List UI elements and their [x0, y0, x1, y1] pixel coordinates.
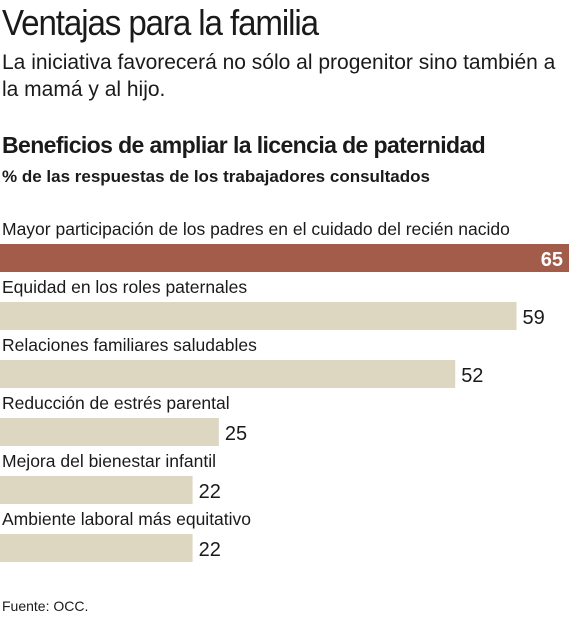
page-title: Ventajas para la familia — [2, 2, 319, 43]
bar-chart: Mayor participación de los padres en el … — [0, 219, 569, 562]
chart-subtitle: % de las respuestas de los trabajadores … — [2, 167, 430, 186]
chart-title: Beneficios de ampliar la licencia de pat… — [2, 132, 486, 158]
bar — [0, 360, 456, 388]
value-label: 65 — [541, 249, 563, 271]
value-label: 52 — [461, 365, 483, 387]
bar — [0, 418, 219, 446]
source-note: Fuente: OCC. — [2, 598, 89, 614]
category-label: Mejora del bienestar infantil — [2, 451, 216, 471]
category-label: Relaciones familiares saludables — [2, 335, 257, 355]
bar — [0, 244, 569, 272]
category-label: Equidad en los roles paternales — [2, 277, 247, 297]
category-label: Reducción de estrés parental — [2, 393, 230, 413]
category-label: Mayor participación de los padres en el … — [2, 219, 510, 239]
bar — [0, 534, 193, 562]
category-label: Ambiente laboral más equitativo — [2, 509, 251, 529]
value-label: 25 — [225, 423, 247, 445]
value-label: 59 — [522, 307, 544, 329]
bar — [0, 476, 193, 504]
page-subtitle: La iniciativa favorecerá no sólo al prog… — [2, 51, 556, 101]
value-label: 22 — [199, 481, 221, 503]
bar — [0, 302, 517, 330]
value-label: 22 — [199, 539, 221, 561]
